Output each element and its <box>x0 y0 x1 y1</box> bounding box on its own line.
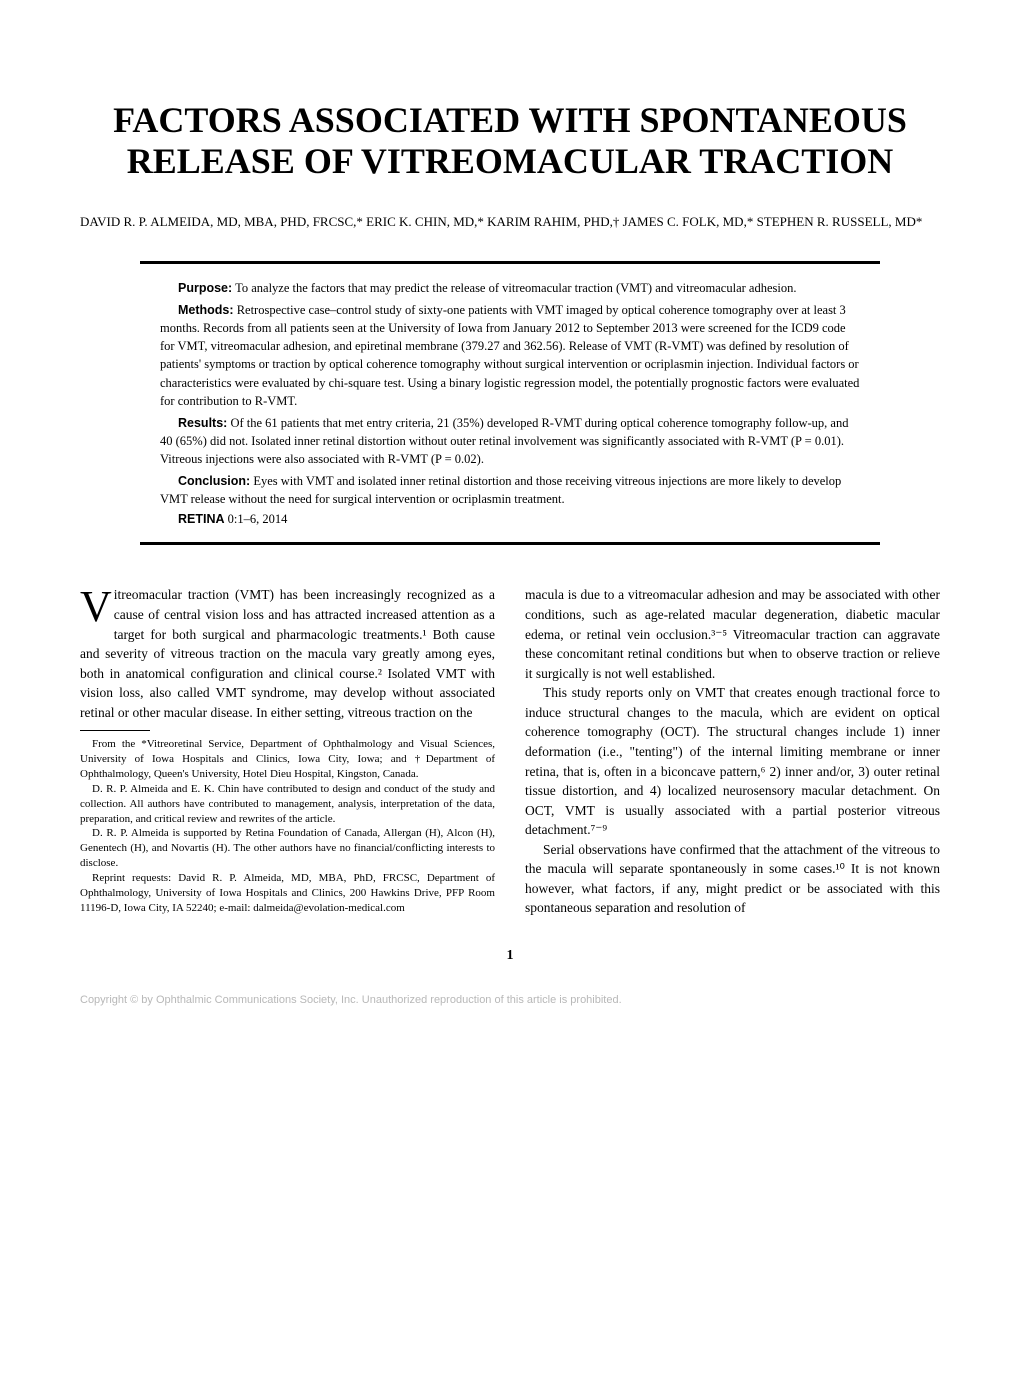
body-p1: Vitreomacular traction (VMT) has been in… <box>80 585 495 722</box>
body-p3: This study reports only on VMT that crea… <box>525 683 940 840</box>
abstract-methods: Methods: Retrospective case–control stud… <box>160 301 860 410</box>
abstract-conclusion-text: Eyes with VMT and isolated inner retinal… <box>160 474 841 506</box>
body-p2: macula is due to a vitreomacular adhesio… <box>525 585 940 683</box>
abstract-purpose-text: To analyze the factors that may predict … <box>232 281 796 295</box>
right-column: macula is due to a vitreomacular adhesio… <box>525 585 940 918</box>
abstract-results: Results: Of the 61 patients that met ent… <box>160 414 860 468</box>
footnote-1: From the *Vitreoretinal Service, Departm… <box>80 737 495 782</box>
footnote-2: D. R. P. Almeida and E. K. Chin have con… <box>80 782 495 827</box>
abstract-results-text: Of the 61 patients that met entry criter… <box>160 416 848 466</box>
article-title: FACTORS ASSOCIATED WITH SPONTANEOUS RELE… <box>80 100 940 183</box>
footnotes: From the *Vitreoretinal Service, Departm… <box>80 737 495 915</box>
journal-name: RETINA <box>178 512 225 526</box>
abstract-conclusion-label: Conclusion: <box>178 474 250 488</box>
page-number: 1 <box>80 948 940 964</box>
journal-reference: RETINA 0:1–6, 2014 <box>160 512 860 527</box>
copyright-notice: Copyright © by Ophthalmic Communications… <box>80 994 940 1006</box>
abstract-results-label: Results: <box>178 416 227 430</box>
body-columns: Vitreomacular traction (VMT) has been in… <box>80 585 940 918</box>
footnote-separator <box>80 730 150 731</box>
abstract-conclusion: Conclusion: Eyes with VMT and isolated i… <box>160 472 860 508</box>
journal-volume: 0:1–6, 2014 <box>225 512 288 526</box>
authors-line: DAVID R. P. ALMEIDA, MD, MBA, PHD, FRCSC… <box>80 213 940 231</box>
abstract-block: Purpose: To analyze the factors that may… <box>140 261 880 546</box>
footnote-4: Reprint requests: David R. P. Almeida, M… <box>80 871 495 916</box>
body-p1-text: itreomacular traction (VMT) has been inc… <box>80 587 495 719</box>
abstract-methods-label: Methods: <box>178 303 234 317</box>
dropcap: V <box>80 585 114 625</box>
body-p4: Serial observations have confirmed that … <box>525 840 940 918</box>
abstract-purpose-label: Purpose: <box>178 281 232 295</box>
abstract-purpose: Purpose: To analyze the factors that may… <box>160 279 860 297</box>
footnote-3: D. R. P. Almeida is supported by Retina … <box>80 826 495 871</box>
abstract-methods-text: Retrospective case–control study of sixt… <box>160 303 859 408</box>
left-column: Vitreomacular traction (VMT) has been in… <box>80 585 495 918</box>
